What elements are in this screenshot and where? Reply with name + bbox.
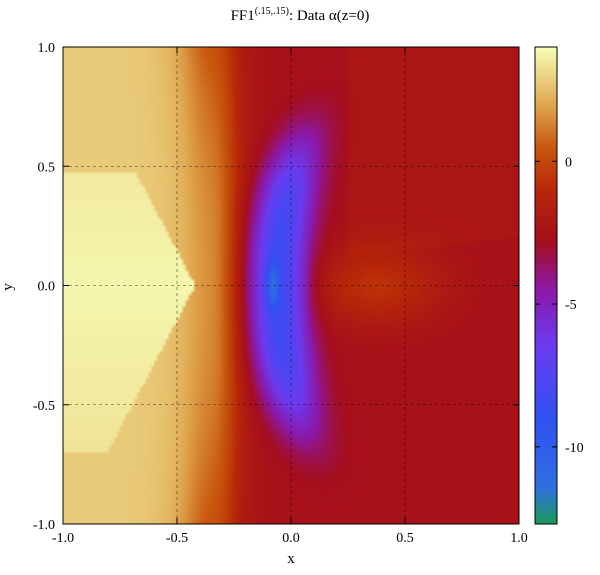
x-tick-label: 0.0 bbox=[282, 531, 300, 546]
y-tick-label: -0.5 bbox=[33, 399, 55, 414]
y-tick-label: 1.0 bbox=[38, 41, 56, 56]
chart-title: FF1(.15,.15): Data α(z=0) bbox=[0, 6, 600, 25]
y-axis-label: y bbox=[0, 283, 16, 291]
y-axis-ticks: -1.0 -0.5 0.0 0.5 1.0 bbox=[33, 41, 519, 533]
x-tick-label: 0.5 bbox=[396, 531, 414, 546]
y-tick-label: 0.0 bbox=[38, 280, 56, 295]
y-tick-label: 0.5 bbox=[38, 160, 56, 175]
colorbar-tick-label: -10 bbox=[565, 441, 584, 456]
colorbar-ticks: 0 -5 -10 bbox=[535, 155, 584, 456]
colorbar-tick-label: -5 bbox=[565, 298, 577, 313]
colorbar bbox=[534, 46, 558, 525]
x-axis-label: x bbox=[287, 551, 295, 567]
x-tick-label: -1.0 bbox=[52, 531, 74, 546]
x-tick-label: -0.5 bbox=[166, 531, 188, 546]
y-tick-label: -1.0 bbox=[33, 518, 55, 533]
chart-title-prefix: FF1 bbox=[230, 8, 255, 24]
x-tick-label: 1.0 bbox=[510, 531, 528, 546]
x-axis-ticks: -1.0 -0.5 0.0 0.5 1.0 bbox=[52, 47, 528, 546]
gridlines bbox=[63, 47, 519, 524]
chart-title-suffix: : Data α(z=0) bbox=[288, 8, 370, 24]
chart-title-superscript: (.15,.15) bbox=[254, 6, 289, 17]
colorbar-tick-label: 0 bbox=[565, 155, 572, 170]
